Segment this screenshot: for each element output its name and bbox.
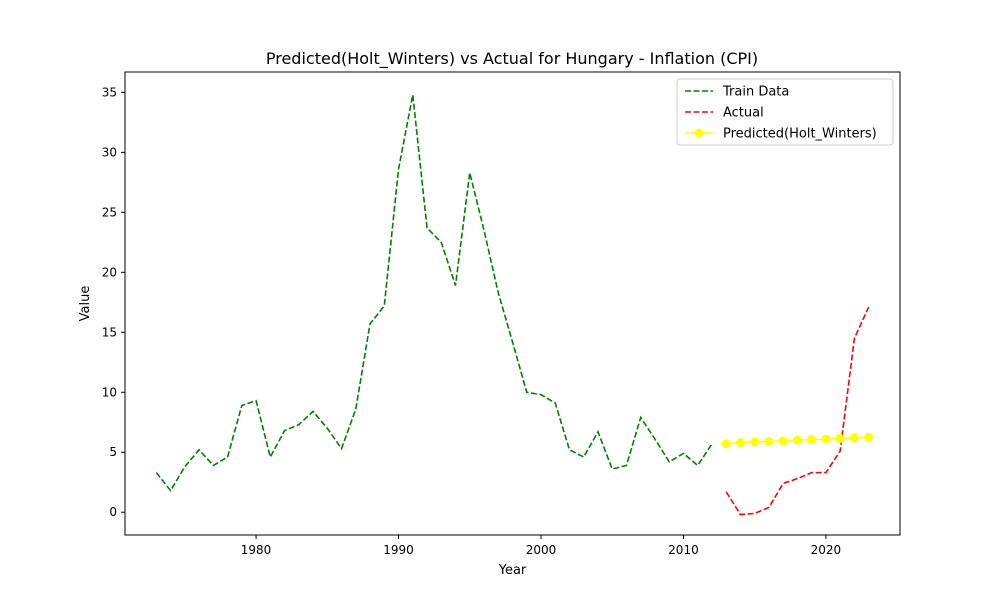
predicted-point: [864, 432, 874, 442]
predicted-point: [721, 439, 731, 449]
plot-frame: [124, 71, 901, 536]
legend-box: [676, 78, 894, 146]
predicted-point: [821, 434, 831, 444]
y-tick-label: 5: [109, 445, 117, 459]
y-tick-label: 10: [102, 385, 117, 399]
series-line-2: [725, 306, 870, 516]
y-axis-label: Value: [78, 286, 93, 322]
x-tick-label: 1990: [383, 543, 414, 557]
x-tick-label: 2000: [526, 543, 557, 557]
x-axis-label: Year: [498, 563, 527, 578]
x-tick-label: 2020: [811, 543, 842, 557]
chart-title: Predicted(Holt_Winters) vs Actual for Hu…: [266, 49, 758, 69]
legend: Train Data Actual Predicted(Holt_Winters): [676, 78, 894, 146]
y-tick-label: 25: [102, 205, 117, 219]
x-tick-label: 2010: [668, 543, 699, 557]
legend-marker: [694, 128, 704, 138]
predicted-point: [778, 436, 788, 446]
y-tick-label: 30: [102, 145, 117, 159]
y-tick-label: 35: [102, 85, 117, 99]
y-tick-label: 0: [109, 505, 117, 519]
predicted-point: [849, 433, 859, 443]
predicted-point: [750, 437, 760, 447]
series-line-1: [155, 94, 713, 493]
legend-label: Train Data: [722, 85, 789, 100]
y-tick-label: 15: [102, 325, 117, 339]
legend-label: Predicted(Holt_Winters): [723, 127, 877, 142]
y-tick-label: 20: [102, 265, 117, 279]
predicted-point: [735, 438, 745, 448]
predicted-point: [807, 435, 817, 445]
predicted-point: [835, 433, 845, 443]
legend-label: Actual: [723, 106, 764, 121]
predicted-point: [792, 435, 802, 445]
x-tick-label: 1980: [241, 543, 272, 557]
predicted-point: [764, 436, 774, 446]
